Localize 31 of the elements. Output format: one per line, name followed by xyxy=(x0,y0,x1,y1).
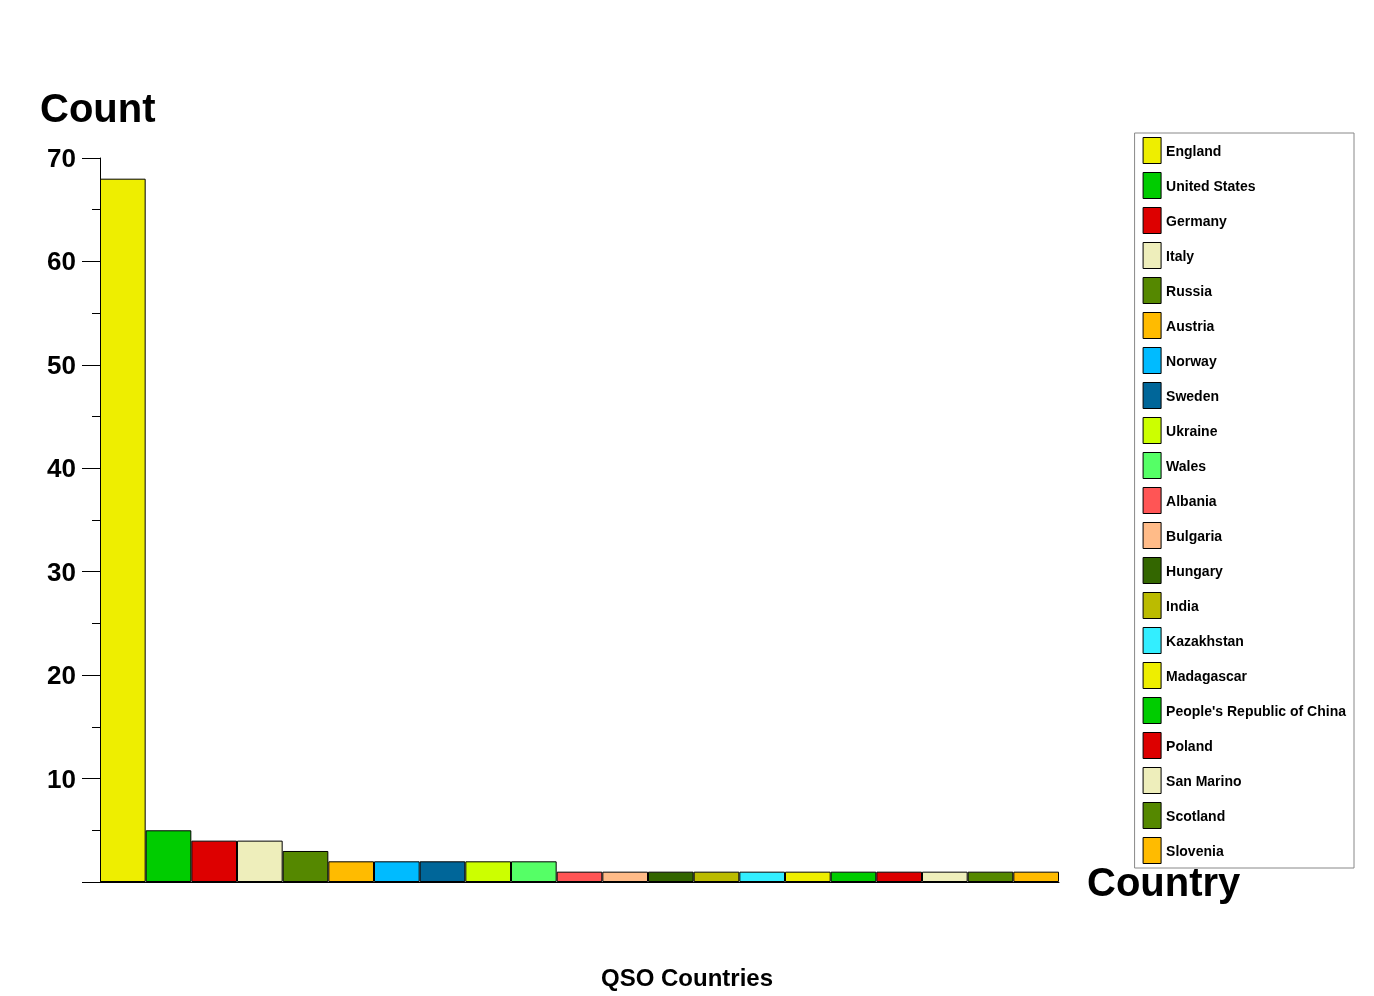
legend-label: India xyxy=(1166,597,1199,614)
legend-label: Germany xyxy=(1166,212,1227,229)
legend-label: Kazakhstan xyxy=(1166,632,1244,649)
legend-label: Norway xyxy=(1166,352,1217,369)
y-tick-label: 60 xyxy=(47,246,76,277)
legend-label: Madagascar xyxy=(1166,667,1248,684)
y-tick-label: 30 xyxy=(47,556,76,587)
legend-label: Bulgaria xyxy=(1166,527,1223,544)
y-tick-label: 20 xyxy=(47,660,76,691)
y-tick-label: 50 xyxy=(47,349,76,380)
legend-label: People's Republic of China xyxy=(1166,702,1347,719)
legend-label: England xyxy=(1166,142,1222,159)
legend-label: United States xyxy=(1166,177,1256,194)
legend-label: Albania xyxy=(1166,492,1217,509)
y-tick-label: 70 xyxy=(47,143,76,173)
legend-label: Poland xyxy=(1166,737,1213,754)
legend-label: San Marino xyxy=(1166,772,1242,789)
legend-label: Wales xyxy=(1166,457,1207,474)
y-tick-label: 40 xyxy=(47,453,76,484)
y-tick-label: 10 xyxy=(47,763,76,794)
legend-label: Sweden xyxy=(1166,387,1219,404)
legend-label: Scotland xyxy=(1166,807,1226,824)
legend-label: Italy xyxy=(1166,247,1195,264)
legend-label: Austria xyxy=(1166,317,1215,334)
legend-label: Slovenia xyxy=(1166,842,1224,859)
text: QSO Countries xyxy=(600,963,774,991)
x-axis-title: Country xyxy=(1087,860,1242,904)
legend-label: Ukraine xyxy=(1166,422,1218,439)
legend-label: Hungary xyxy=(1166,562,1224,579)
y-axis-title: Count xyxy=(40,86,156,130)
legend-label: Russia xyxy=(1166,282,1213,299)
